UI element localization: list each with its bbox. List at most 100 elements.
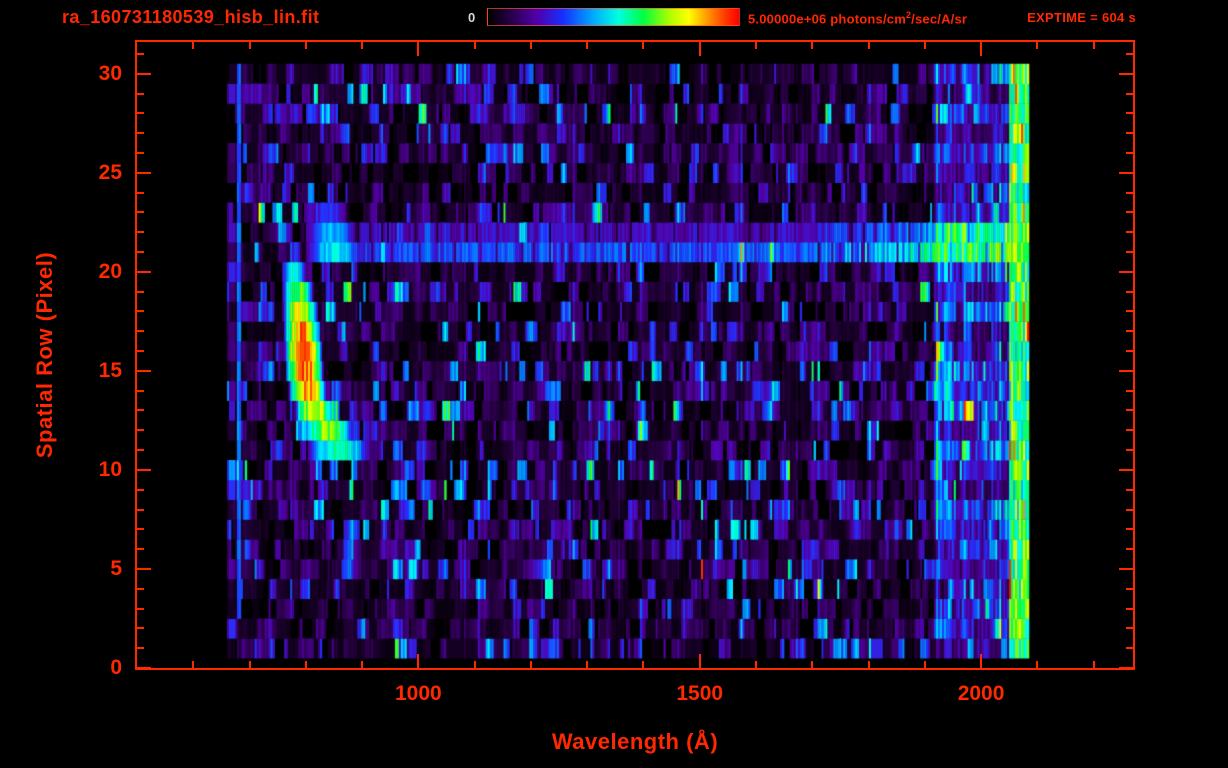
tick-mark [642,42,645,49]
tick-mark [137,191,144,194]
tick-mark [698,42,701,56]
tick-mark [529,42,532,49]
tick-mark [137,310,144,313]
tick-mark [754,661,757,668]
tick-mark [1119,369,1133,372]
tick-mark [642,661,645,668]
tick-mark [137,587,144,590]
tick-mark [137,429,144,432]
y-tick-label: 10 [98,457,122,481]
tick-mark [1119,567,1133,570]
colorbar-max-label: 5.00000e+06 photons/cm2/sec/A/sr [748,10,967,26]
filename-title: ra_160731180539_hisb_lin.fit [62,7,320,27]
tick-mark [137,667,151,668]
plot-frame [135,40,1135,670]
tick-mark [1036,42,1039,49]
tick-mark [1119,468,1133,471]
tick-mark [1126,627,1133,630]
tick-mark [473,42,476,49]
tick-mark [586,661,589,668]
y-tick-label: 5 [110,556,122,580]
tick-mark [361,42,364,49]
tick-mark [137,548,144,551]
tick-mark [1126,488,1133,491]
tick-mark [1119,270,1133,273]
tick-mark [248,42,251,49]
tick-mark [361,661,364,668]
tick-mark [137,250,144,253]
tick-mark [1126,250,1133,253]
tick-mark [1126,449,1133,452]
tick-mark [1036,661,1039,668]
tick-mark [1126,290,1133,293]
tick-mark [137,409,144,412]
tick-mark [1126,508,1133,511]
tick-mark [192,661,195,668]
tick-mark [137,528,144,531]
colorbar-gradient [487,8,740,26]
tick-mark [1126,409,1133,412]
tick-mark [698,654,701,668]
y-tick-label: 20 [98,259,122,283]
tick-mark [1126,112,1133,115]
tick-mark [137,508,144,511]
tick-mark [811,42,814,49]
exptime-label: EXPTIME = 604 s [1027,10,1136,25]
tick-mark [137,488,144,491]
tick-mark [1126,151,1133,154]
tick-mark [1092,42,1095,49]
tick-mark [137,350,144,353]
tick-mark [304,42,307,49]
tick-mark [1126,587,1133,590]
tick-mark [1126,429,1133,432]
y-tick-label: 0 [110,656,122,679]
tick-mark [137,151,144,154]
tick-mark [1126,92,1133,95]
tick-mark [1126,330,1133,333]
colorbar-min-label: 0 [468,10,476,25]
axis-ticks [137,42,1133,668]
tick-mark [417,654,420,668]
tick-mark [417,42,420,56]
x-axis-label: Wavelength (Å) [551,729,719,754]
tick-mark [867,661,870,668]
tick-mark [1126,647,1133,650]
colorbar-max-suffix: /sec/A/sr [911,11,968,27]
tick-mark [586,42,589,49]
tick-mark [137,567,151,570]
tick-mark [1126,191,1133,194]
tick-mark [137,647,144,650]
tick-mark [1126,310,1133,313]
tick-mark [867,42,870,49]
y-tick-label: 25 [98,160,122,184]
tick-mark [137,290,144,293]
tick-mark [137,270,151,273]
tick-mark [137,52,144,55]
tick-mark [1126,548,1133,551]
tick-mark [137,389,144,392]
tick-mark [137,171,151,174]
tick-mark [1119,171,1133,174]
tick-mark [192,42,195,49]
tick-mark [137,330,144,333]
tick-mark [1126,211,1133,214]
tick-mark [1126,389,1133,392]
tick-mark [248,661,251,668]
tick-mark [1126,132,1133,135]
colorbar-max-superscript: 2 [905,10,912,20]
tick-mark [923,661,926,668]
tick-mark [980,654,983,668]
heatmap-canvas [137,42,1133,668]
y-tick-label: 30 [98,61,122,85]
y-axis-label: Spatial Row (Pixel) [32,251,57,459]
x-tick-label: 1000 [394,682,442,705]
tick-mark [1126,52,1133,55]
tick-mark [137,211,144,214]
y-tick-label: 15 [98,358,122,382]
x-tick-label: 2000 [957,682,1005,705]
tick-mark [473,661,476,668]
colorbar-max-prefix: 5.00000e+06 photons/cm [748,11,906,27]
tick-mark [1126,231,1133,234]
tick-mark [529,661,532,668]
